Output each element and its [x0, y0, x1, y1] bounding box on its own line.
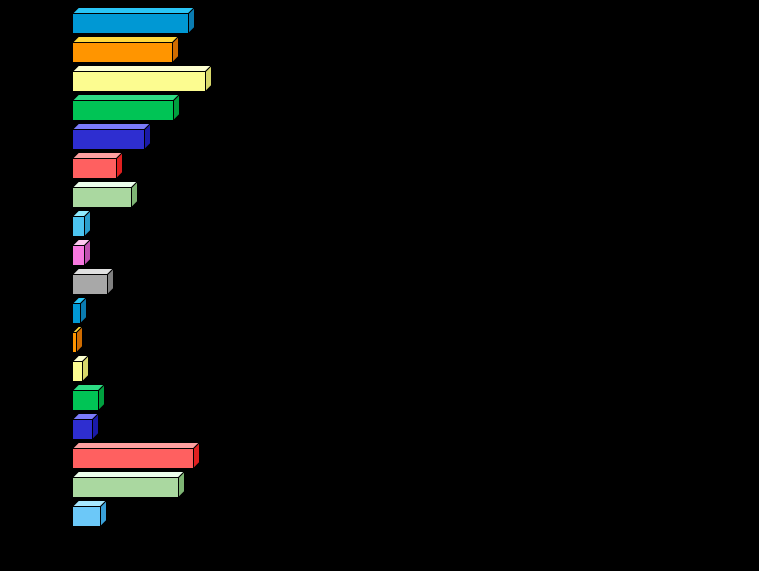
bar-6-front-face	[72, 158, 117, 179]
bar-2-top-face	[71, 36, 180, 43]
bar-18[interactable]	[71, 499, 108, 528]
bar-2[interactable]	[71, 35, 180, 64]
bar-17-top-face	[71, 471, 186, 478]
bar-16[interactable]	[71, 441, 201, 470]
bar-14-front-face	[72, 390, 99, 411]
bar-17[interactable]	[71, 470, 186, 499]
bar-6[interactable]	[71, 151, 124, 180]
bar-16-front-face	[72, 448, 194, 469]
bar-9[interactable]	[71, 238, 92, 267]
bar-17-front-face	[72, 477, 179, 498]
bar-7-top-face	[71, 181, 139, 188]
bar-1-front-face	[72, 13, 189, 34]
bar-6-top-face	[71, 152, 124, 159]
bar-1[interactable]	[71, 6, 196, 35]
bar-12[interactable]	[71, 325, 84, 354]
bar-13-front-face	[72, 361, 83, 382]
bar-11-front-face	[72, 303, 81, 324]
bar-5[interactable]	[71, 122, 152, 151]
bar-8-front-face	[72, 216, 85, 237]
bar-5-top-face	[71, 123, 152, 130]
bar-3-top-face	[71, 65, 213, 72]
bar-4-top-face	[71, 94, 181, 101]
bar-1-top-face	[71, 7, 196, 14]
bar-18-front-face	[72, 506, 101, 527]
bar-8[interactable]	[71, 209, 92, 238]
bar-7[interactable]	[71, 180, 139, 209]
bar-7-front-face	[72, 187, 132, 208]
bar-9-front-face	[72, 245, 85, 266]
bar-15-front-face	[72, 419, 93, 440]
bar-14[interactable]	[71, 383, 106, 412]
bar-4-front-face	[72, 100, 174, 121]
bar-5-front-face	[72, 129, 145, 150]
bar-10[interactable]	[71, 267, 115, 296]
bar-15[interactable]	[71, 412, 100, 441]
bar-13[interactable]	[71, 354, 90, 383]
bar-11[interactable]	[71, 296, 88, 325]
bar-3-front-face	[72, 71, 206, 92]
bar-10-front-face	[72, 274, 108, 295]
bar-4[interactable]	[71, 93, 181, 122]
bar-3[interactable]	[71, 64, 213, 93]
bar-12-front-face	[72, 332, 77, 353]
bar-16-top-face	[71, 442, 201, 449]
bar-2-front-face	[72, 42, 173, 63]
bar-10-top-face	[71, 268, 115, 275]
